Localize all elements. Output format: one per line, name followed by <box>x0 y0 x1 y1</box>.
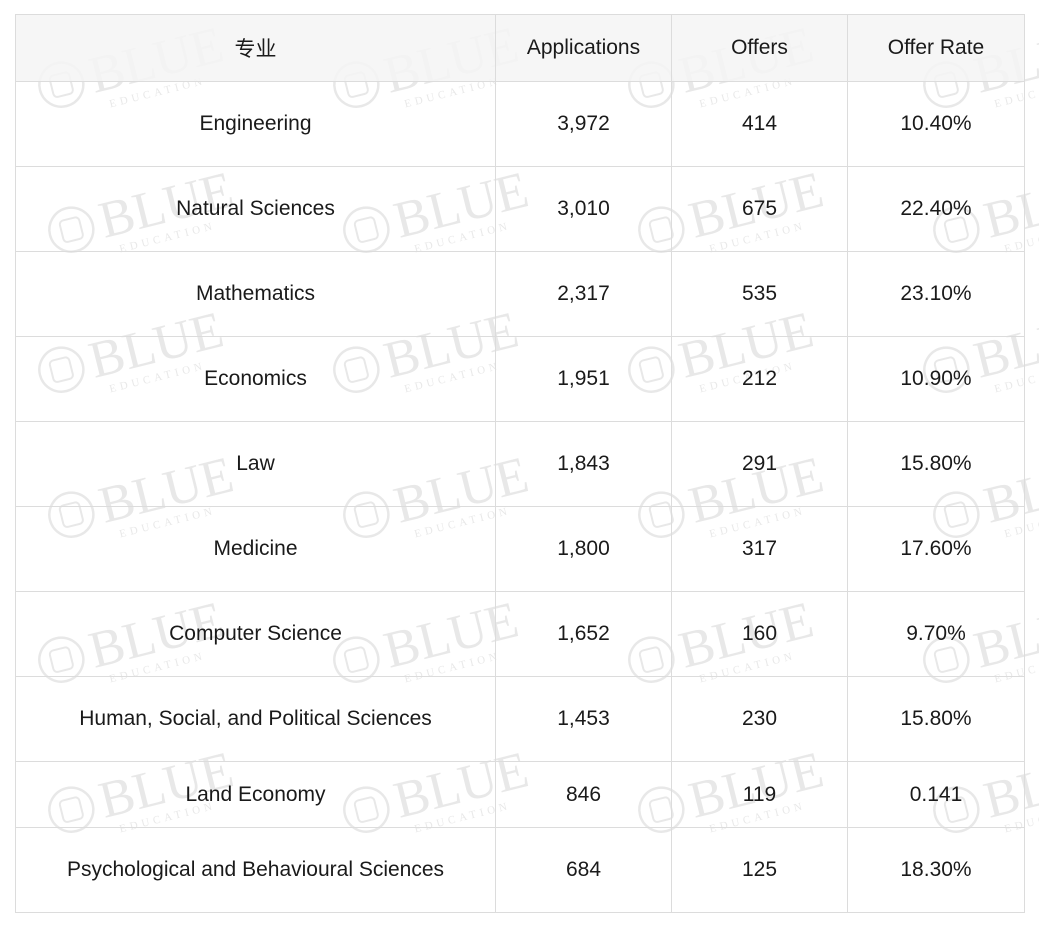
cell-major: Land Economy <box>15 761 496 828</box>
table-row: Economics 1,951 212 10.90% <box>15 336 1025 422</box>
table-row: Human, Social, and Political Sciences 1,… <box>15 676 1025 762</box>
table-row: Medicine 1,800 317 17.60% <box>15 506 1025 592</box>
cell-offers: 160 <box>671 591 848 677</box>
cell-rate: 17.60% <box>847 506 1025 592</box>
cell-applications: 1,453 <box>495 676 672 762</box>
cell-offers: 119 <box>671 761 848 828</box>
cell-applications: 1,951 <box>495 336 672 422</box>
cell-applications: 2,317 <box>495 251 672 337</box>
cell-offers: 291 <box>671 421 848 507</box>
cell-rate: 9.70% <box>847 591 1025 677</box>
cell-applications: 684 <box>495 827 672 913</box>
cell-applications: 846 <box>495 761 672 828</box>
cell-major: Law <box>15 421 496 507</box>
cell-rate: 10.40% <box>847 81 1025 167</box>
table-row: Law 1,843 291 15.80% <box>15 421 1025 507</box>
cell-rate: 10.90% <box>847 336 1025 422</box>
cell-offers: 212 <box>671 336 848 422</box>
header-applications: Applications <box>495 14 672 82</box>
cell-rate: 22.40% <box>847 166 1025 252</box>
cell-applications: 3,010 <box>495 166 672 252</box>
cell-offers: 125 <box>671 827 848 913</box>
header-offers: Offers <box>671 14 848 82</box>
cell-major: Mathematics <box>15 251 496 337</box>
cell-applications: 1,800 <box>495 506 672 592</box>
table-row: Engineering 3,972 414 10.40% <box>15 81 1025 167</box>
cell-major: Human, Social, and Political Sciences <box>15 676 496 762</box>
cell-rate: 0.141 <box>847 761 1025 828</box>
cell-rate: 15.80% <box>847 421 1025 507</box>
cell-major: Computer Science <box>15 591 496 677</box>
cell-offers: 317 <box>671 506 848 592</box>
table-row: Psychological and Behavioural Sciences 6… <box>15 827 1025 913</box>
cell-offers: 414 <box>671 81 848 167</box>
table-row: Natural Sciences 3,010 675 22.40% <box>15 166 1025 252</box>
cell-applications: 1,843 <box>495 421 672 507</box>
cell-applications: 3,972 <box>495 81 672 167</box>
cell-rate: 23.10% <box>847 251 1025 337</box>
cell-major: Natural Sciences <box>15 166 496 252</box>
cell-offers: 230 <box>671 676 848 762</box>
cell-rate: 15.80% <box>847 676 1025 762</box>
cell-major: Economics <box>15 336 496 422</box>
admissions-table: 专业 Applications Offers Offer Rate Engine… <box>15 14 1025 913</box>
table-row: Mathematics 2,317 535 23.10% <box>15 251 1025 337</box>
header-offer-rate: Offer Rate <box>847 14 1025 82</box>
header-row: 专业 Applications Offers Offer Rate <box>15 14 1025 82</box>
cell-applications: 1,652 <box>495 591 672 677</box>
cell-offers: 675 <box>671 166 848 252</box>
cell-major: Engineering <box>15 81 496 167</box>
header-major: 专业 <box>15 14 496 82</box>
cell-major: Psychological and Behavioural Sciences <box>15 827 496 913</box>
table-row: Computer Science 1,652 160 9.70% <box>15 591 1025 677</box>
cell-major: Medicine <box>15 506 496 592</box>
table-row: Land Economy 846 119 0.141 <box>15 761 1025 828</box>
cell-rate: 18.30% <box>847 827 1025 913</box>
cell-offers: 535 <box>671 251 848 337</box>
